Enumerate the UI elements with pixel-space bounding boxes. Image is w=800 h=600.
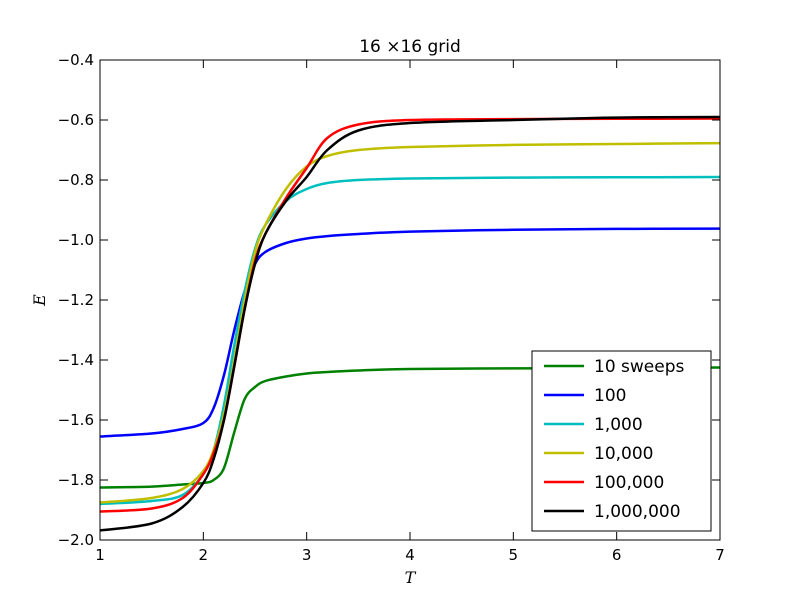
series-line-1 <box>99 227 721 438</box>
series-lines <box>99 115 721 532</box>
y-tick-label: −2.0 <box>58 531 94 549</box>
x-tick-label: 2 <box>199 546 209 564</box>
y-axis-label: E <box>30 294 49 307</box>
series-line-5 <box>99 115 721 532</box>
y-tick-label: −1.4 <box>58 351 94 369</box>
legend-label: 1,000 <box>594 415 643 435</box>
y-tick-label: −1.6 <box>58 411 94 429</box>
y-tick-label: −0.8 <box>58 171 94 189</box>
x-tick-label: 1 <box>95 546 105 564</box>
legend-label: 100 <box>594 386 626 406</box>
x-tick-label: 3 <box>302 546 312 564</box>
y-tick-label: −0.6 <box>58 111 94 129</box>
legend-box <box>531 350 712 532</box>
x-tick-label: 7 <box>715 546 725 564</box>
plot-frame <box>99 59 721 541</box>
legend-label: 1,000,000 <box>594 502 681 522</box>
tick-labels: 1 2 3 4 5 6 7 −2.0 −1.8 −1.6 −1.4 −1.2 −1.0 −0.8 −0.6 −… <box>58 51 725 564</box>
x-tick-label: 4 <box>405 546 415 564</box>
x-tick-label: 5 <box>509 546 519 564</box>
x-axis-label: T <box>405 568 417 587</box>
chart-title: 16 ×16 grid <box>359 37 461 57</box>
legend: 10 sweeps 100 1,000 10,000 100,000 1,000,000 <box>531 350 712 532</box>
y-tick-label: −1.0 <box>58 231 94 249</box>
y-tick-label: −1.8 <box>58 471 94 489</box>
y-tick-label: −1.2 <box>58 291 94 309</box>
x-tick-label: 6 <box>612 546 622 564</box>
legend-label: 10,000 <box>594 444 653 464</box>
series-line-3 <box>99 141 721 504</box>
y-tick-label: −0.4 <box>58 51 94 69</box>
legend-label: 10 sweeps <box>594 357 685 377</box>
legend-label: 100,000 <box>594 473 664 493</box>
